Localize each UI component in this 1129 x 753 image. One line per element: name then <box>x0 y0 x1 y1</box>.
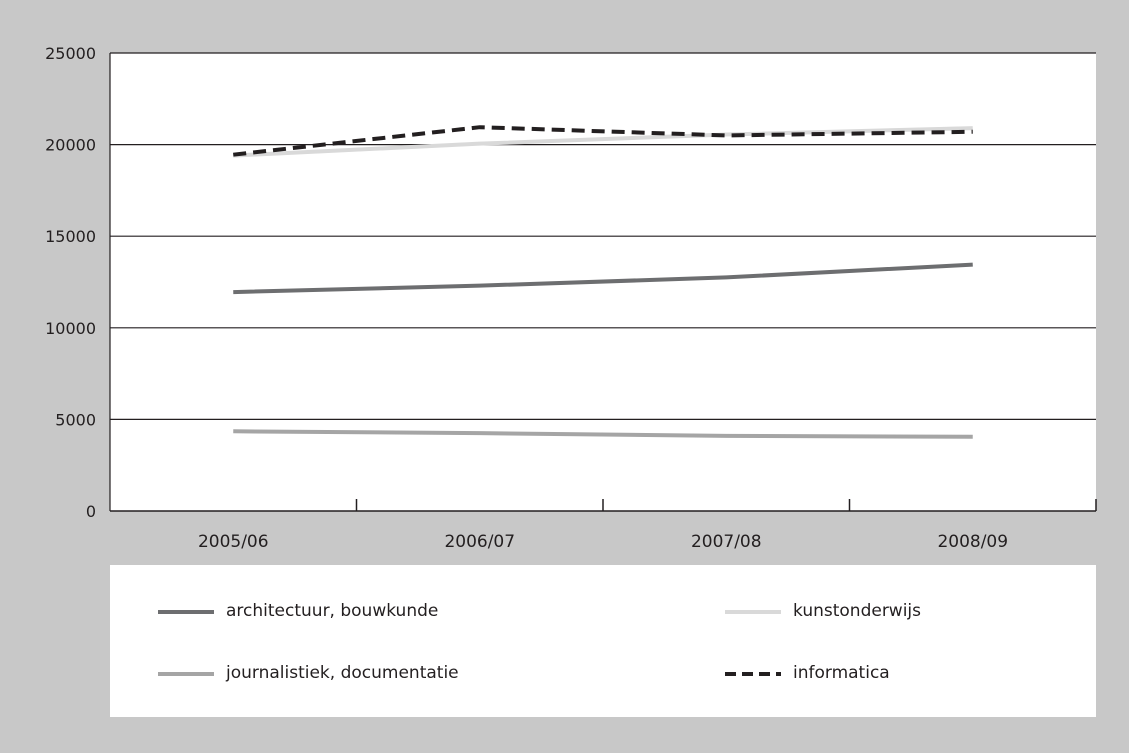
legend-swatch-architectuur <box>158 610 214 614</box>
series-line-journalistiek <box>233 429 973 439</box>
legend-label-informatica: informatica <box>793 663 890 683</box>
x-tick-label-2006-07: 2006/07 <box>444 532 515 552</box>
series-line-informatica <box>233 125 973 157</box>
legend-label-architectuur: architectuur, bouwkunde <box>226 601 439 621</box>
legend-label-journalistiek: journalistiek, documentatie <box>226 663 459 683</box>
series-line-architectuur <box>233 262 973 295</box>
x-tick-label-2005-06: 2005/06 <box>198 532 269 552</box>
legend: architectuur, bouwkunde kunstonderwijs j… <box>110 565 1096 717</box>
legend-label-kunstonderwijs: kunstonderwijs <box>793 601 922 621</box>
x-tick-label-2008-09: 2008/09 <box>937 532 1008 552</box>
y-tick-label-10000: 10000 <box>45 319 96 338</box>
y-tick-label-15000: 15000 <box>45 227 96 246</box>
y-tick-label-5000: 5000 <box>55 410 96 429</box>
x-tick-label-2007-08: 2007/08 <box>691 532 762 552</box>
y-tick-label-0: 0 <box>86 502 96 521</box>
legend-swatch-journalistiek <box>158 672 214 676</box>
legend-swatch-kunstonderwijs <box>725 610 781 614</box>
y-tick-label-25000: 25000 <box>45 44 96 63</box>
series-line-kunstonderwijs <box>233 126 973 158</box>
legend-swatch-informatica <box>725 672 781 676</box>
y-tick-label-20000: 20000 <box>45 136 96 155</box>
